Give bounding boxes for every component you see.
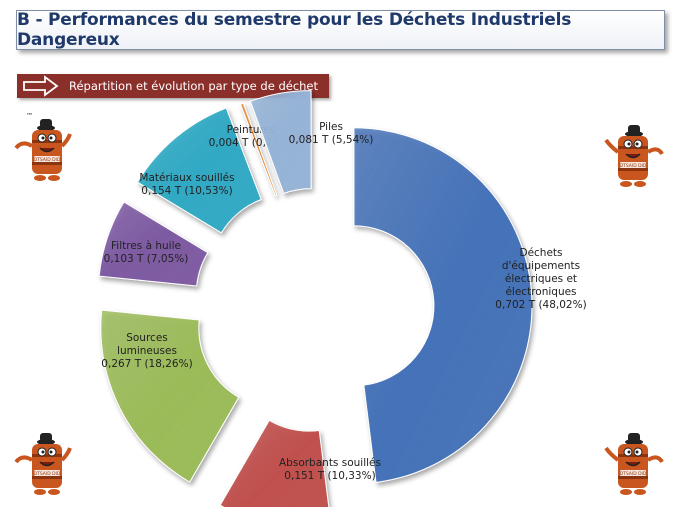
slice-label-3: Filtres à huile 0,103 T (7,05%) [104, 240, 189, 265]
slice-1 [219, 419, 330, 507]
mascot-label: DTSAID DID [620, 163, 647, 169]
slice-label-0: Déchets d'équipements électriques et électr… [495, 247, 586, 311]
slice-6 [249, 90, 312, 195]
mascot-label: DTSAID DID [34, 471, 61, 477]
mascot-drawing [604, 433, 664, 495]
slice-label-4: Matériaux souillés 0,154 T (10,53%) [139, 172, 234, 197]
slice-4 [136, 107, 262, 234]
slice-label-2: Sources lumineuses 0,267 T (18,26%) [101, 332, 192, 370]
slice-5 [239, 102, 278, 197]
slice-label-6: Piles 0,081 T (5,54%) [289, 121, 374, 146]
page-title: B - Performances du semestre pour les Dé… [17, 10, 572, 50]
section-banner: Répartition et évolution par type de déc… [17, 74, 329, 98]
slice-3 [98, 201, 209, 287]
mascot-label: DTSAID DID [620, 471, 647, 477]
slice-2 [100, 309, 240, 483]
barrel-mascot-icon: DTSAID DID [14, 433, 72, 495]
barrel-mascot-icon: DTSAID DID [604, 125, 664, 187]
barrel-mascot-icon: DTSAID DID ™ [14, 112, 72, 181]
mascot-drawing [604, 125, 664, 187]
arrow-right-outline-icon [23, 75, 59, 97]
trademark-mark: ™ [26, 112, 33, 120]
title-box: B - Performances du semestre pour les Dé… [16, 10, 665, 50]
mascot-label: DTSAID DID [34, 157, 61, 163]
section-banner-text: Répartition et évolution par type de déc… [69, 79, 319, 93]
slice-label-1: Absorbants souillés 0,151 T (10,33%) [279, 457, 381, 482]
slice-0 [353, 127, 533, 483]
barrel-mascot-icon: DTSAID DID [604, 433, 664, 495]
mascot-drawing [14, 433, 72, 495]
mascot-drawing [14, 119, 72, 181]
